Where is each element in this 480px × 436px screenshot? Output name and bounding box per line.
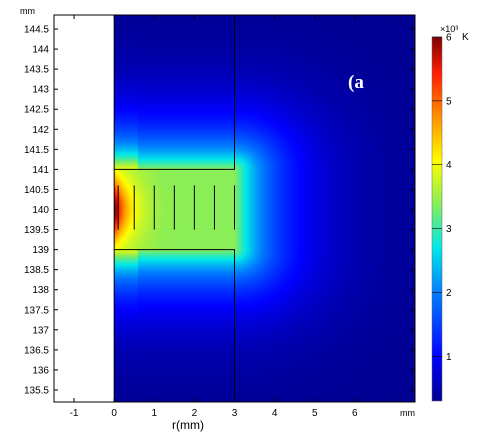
y-tick-label: 136 (32, 365, 49, 376)
x-tick-label: 5 (312, 408, 318, 419)
inner-lines (117, 185, 235, 230)
y-tick-label: 143.5 (24, 65, 49, 76)
colorbar-tick-label: 6 (446, 33, 452, 44)
x-tick-label: 4 (272, 408, 278, 419)
x-axis-unit: mm (400, 408, 415, 418)
y-axis: 135.5 136 136.5 137 137.5 138 138.5 139 139.5 140… (24, 25, 415, 396)
domain-boundary (114, 15, 235, 170)
colorbar-ticks: 1 2 3 4 5 6 (432, 33, 452, 363)
x-tick-label: 2 (192, 408, 198, 419)
colorbar: 1 2 3 4 5 6 ×10³ K (431, 24, 469, 402)
x-tick-label: -1 (70, 408, 79, 419)
x-tick-label: 3 (232, 408, 238, 419)
colorbar-tick-label: 5 (446, 96, 452, 107)
colorbar-tick-label: 4 (446, 160, 452, 171)
colorbar-tick-label: 2 (446, 288, 452, 299)
y-tick-label: 140.5 (24, 185, 49, 196)
colorbar-gradient (431, 36, 443, 402)
blank-region (54, 15, 115, 402)
y-tick-label: 142 (32, 125, 49, 136)
x-axis-label: r(mm) (172, 418, 204, 432)
y-tick-label: 142.5 (24, 105, 49, 116)
y-tick-label: 144 (32, 45, 49, 56)
y-tick-label: 143 (32, 85, 49, 96)
y-tick-label: 136.5 (24, 345, 49, 356)
y-tick-label: 138.5 (24, 265, 49, 276)
y-tick-label: 139.5 (24, 225, 49, 236)
geometry-outline (113, 15, 235, 402)
y-tick-label: 137 (32, 325, 49, 336)
y-tick-label: 139 (32, 245, 49, 256)
domain-boundary (114, 249, 235, 402)
x-axis: -1 0 1 2 3 4 5 6 (70, 15, 358, 419)
colorbar-multiplier: ×10³ (440, 24, 458, 34)
y-tick-label: 144.5 (24, 25, 49, 36)
y-tick-label: 138 (32, 285, 49, 296)
colorbar-tick-label: 1 (446, 352, 452, 363)
colorbar-unit: K (462, 32, 469, 43)
y-tick-label: 137.5 (24, 305, 49, 316)
plot-area: (a (53, 14, 416, 403)
y-tick-label: 140 (32, 205, 49, 216)
y-tick-label: 141.5 (24, 145, 49, 156)
x-tick-label: 6 (352, 408, 358, 419)
y-axis-unit: mm (20, 6, 35, 16)
y-tick-label: 135.5 (24, 385, 49, 396)
y-tick-label: 141 (32, 165, 49, 176)
panel-label: (a (348, 72, 364, 93)
colorbar-tick-label: 3 (446, 224, 452, 235)
x-tick-label: 1 (151, 408, 157, 419)
x-tick-label: 0 (111, 408, 117, 419)
